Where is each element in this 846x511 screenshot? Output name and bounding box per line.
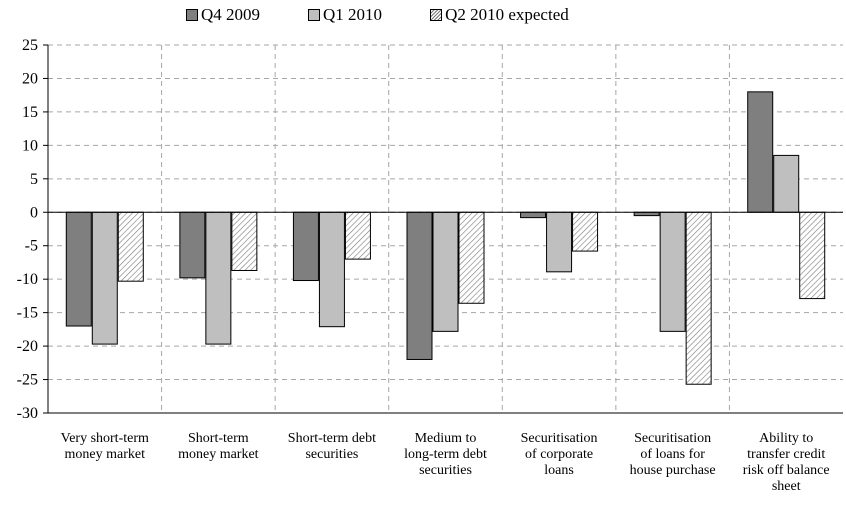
bar-q1-2010 — [659, 211, 686, 332]
y-tick-label: 20 — [22, 70, 38, 87]
bar-q2-2010-expected — [458, 211, 485, 304]
y-tick-label: -5 — [25, 238, 38, 255]
category-label-securitisation-of-corporate-loans: Securitisation of corporate loans — [520, 431, 598, 478]
bar-q4-2009 — [747, 91, 774, 213]
category-label-very-short-term-money-market: Very short-term money market — [60, 431, 149, 462]
y-tick-label: -25 — [17, 372, 38, 389]
legend-swatch-q2-2010-expected — [430, 9, 443, 21]
y-tick-label: -20 — [17, 338, 38, 355]
y-tick-label: -15 — [17, 305, 38, 322]
bar-q4-2009 — [406, 211, 433, 360]
bar-q4-2009 — [179, 211, 206, 279]
bar-q2-2010-expected — [117, 211, 144, 282]
bar-q1-2010 — [91, 211, 118, 345]
legend-item-q1-2010: Q1 2010 — [308, 5, 382, 25]
legend-label-q4-2009: Q4 2009 — [201, 5, 261, 24]
bar-q1-2010 — [773, 154, 800, 213]
y-tick-label: 10 — [22, 137, 38, 154]
y-tick-label: 0 — [30, 204, 38, 221]
legend-label-q1-2010: Q1 2010 — [323, 5, 383, 24]
bar-q1-2010 — [205, 211, 232, 345]
y-tick-label: 25 — [22, 37, 38, 54]
y-tick-label: 5 — [30, 171, 38, 188]
bar-q4-2009 — [520, 211, 547, 219]
category-label-short-term-money-market: Short-term money market — [178, 431, 259, 462]
bar-q2-2010-expected — [344, 211, 371, 260]
bar-q1-2010 — [432, 211, 459, 332]
bar-q2-2010-expected — [231, 211, 258, 271]
legend-swatch-q4-2009 — [186, 9, 198, 21]
legend-label-q2-2010-expected: Q2 2010 expected — [445, 5, 569, 24]
legend-item-q2-2010-expected: Q2 2010 expected — [430, 5, 569, 25]
chart-legend: Q4 2009 Q1 2010 Q2 2010 expected — [186, 4, 617, 26]
y-tick-label: -30 — [17, 405, 38, 422]
bar-q1-2010 — [318, 211, 345, 328]
bar-q4-2009 — [633, 211, 660, 217]
bar-q2-2010-expected — [799, 211, 826, 300]
category-label-medium-to-long-term-debt-securities: Medium to long-term debt securities — [404, 431, 487, 478]
category-label-securitisation-of-loans-for-house-purchase: Securitisation of loans for house purcha… — [629, 431, 716, 478]
bar-q1-2010 — [546, 211, 573, 273]
bar-q2-2010-expected — [572, 211, 599, 252]
legend-swatch-q1-2010 — [308, 9, 321, 21]
y-tick-label: 15 — [22, 104, 38, 121]
bar-q4-2009 — [292, 211, 319, 282]
axes: 25 20 15 10 5 0 -5 -10 -15 -20 -25 -30 — [17, 37, 843, 422]
bar-q4-2009 — [65, 211, 92, 327]
legend-item-q4-2009: Q4 2009 — [186, 5, 260, 25]
category-label-ability-to-transfer-credit-risk: Ability to transfer credit risk off bala… — [742, 431, 830, 494]
category-label-short-term-debt-securities: Short-term debt securities — [287, 431, 377, 462]
bars — [65, 91, 826, 385]
bar-q2-2010-expected — [685, 211, 712, 385]
y-tick-label: -10 — [17, 271, 38, 288]
